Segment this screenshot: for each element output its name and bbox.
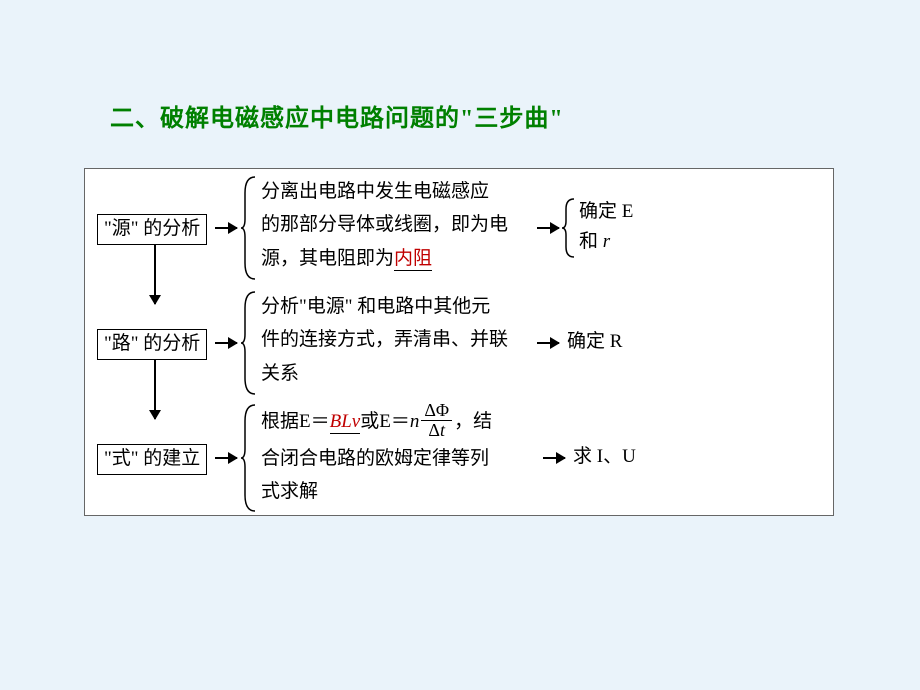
row1-mid-text: 分离出电路中发生电磁感应的那部分导体或线圈，即为电源，其电阻即为内阻 (261, 175, 541, 275)
row2-out-text: 确定 R (567, 327, 622, 357)
section-title: 二、破解电磁感应中电路问题的"三步曲" (110, 98, 564, 133)
arrow-row2-to-mid (215, 342, 237, 344)
arrow-row3-to-mid (215, 457, 237, 459)
arrow-v-1to2 (154, 244, 156, 304)
box-source-analysis: "源" 的分析 (97, 214, 207, 245)
brace-row3-left (241, 403, 257, 513)
brace-row1-left (241, 175, 257, 281)
arrow-row2-to-out (537, 342, 559, 344)
arrow-row1-to-mid (215, 227, 237, 229)
box-circuit-analysis: "路" 的分析 (97, 329, 207, 360)
row3-out-text: 求 I、U (573, 442, 636, 472)
box-equation-setup: "式" 的建立 (97, 444, 207, 475)
row2-mid-text: 分析"电源" 和电路中其他元件的连接方式，弄清串、并联关系 (261, 290, 541, 390)
row1-out-text: 确定 E和 r (579, 197, 633, 258)
brace-row1-right (562, 197, 576, 259)
arrow-v-2to3 (154, 359, 156, 419)
arrow-row3-to-out (543, 457, 565, 459)
arrow-row1-to-out (537, 227, 559, 229)
flowchart-panel: "源" 的分析 分离出电路中发生电磁感应的那部分导体或线圈，即为电源，其电阻即为… (84, 168, 834, 516)
row3-mid-text: 根据E＝BLv或E＝nΔΦΔt，结合闭合电路的欧姆定律等列式求解 (261, 403, 551, 508)
brace-row2-left (241, 290, 257, 396)
